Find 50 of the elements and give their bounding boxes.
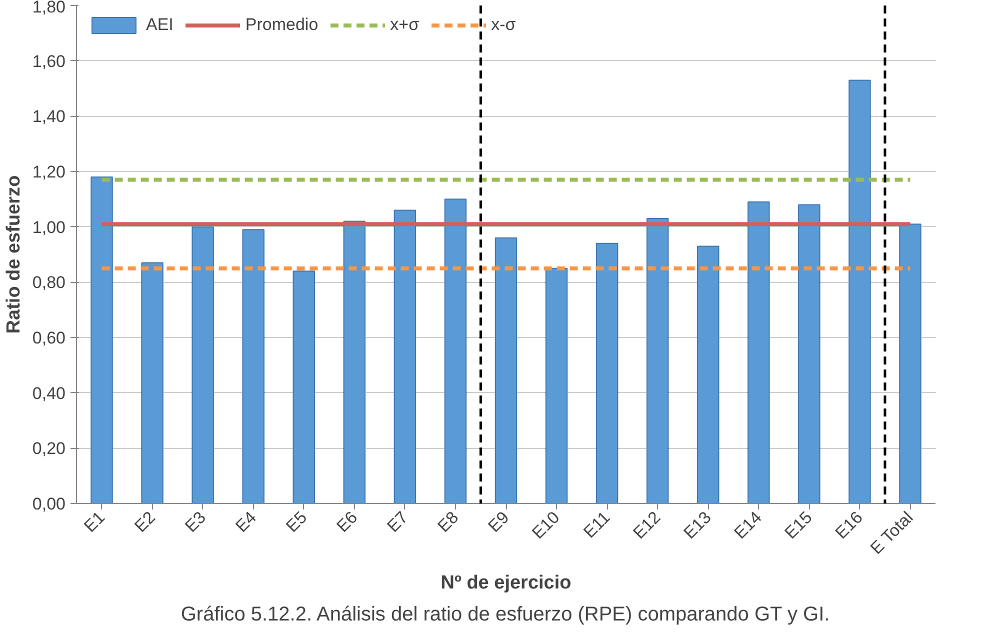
x-tick-label: E16	[832, 508, 866, 543]
bar	[596, 242, 618, 504]
bar	[343, 220, 366, 504]
y-tick-label: 0,20	[32, 439, 66, 458]
x-tick-label: E3	[181, 508, 210, 536]
x-tick-label: E12	[629, 508, 664, 543]
x-tick-label: E6	[332, 508, 362, 536]
x-tick-label: E14	[730, 508, 766, 543]
bar	[748, 201, 770, 504]
x-tick-label: E7	[384, 508, 412, 536]
bar	[242, 229, 264, 504]
text: Gráfico 5.12.2. Análisis del ratio de esfuerzo (RPE) comparando GT y GI.	[180, 604, 830, 626]
x-tick-label: E4	[232, 508, 260, 536]
x-tick-label: E13	[680, 508, 715, 543]
y-tick-label: 1,40	[32, 107, 66, 126]
x-axis-title: Nº de ejercicio	[440, 572, 572, 594]
x-tick-label: E2	[130, 508, 160, 536]
bar	[394, 210, 416, 504]
x-tick-label: E9	[484, 508, 513, 536]
bar	[545, 268, 568, 504]
bar	[444, 198, 467, 504]
y-axis-title: Ratio de esfuerzo	[3, 175, 24, 334]
bar	[899, 224, 922, 504]
bar	[192, 226, 214, 504]
bar	[798, 204, 820, 504]
y-tick-label: 1,80	[32, 0, 66, 16]
legend-label: x-σ	[491, 15, 516, 35]
x-tick-label: E1	[80, 508, 108, 536]
y-tick-label: 0,40	[32, 384, 66, 403]
bar	[292, 270, 315, 504]
legend-label: Promedio	[245, 15, 318, 35]
bar	[646, 218, 669, 504]
y-tick-label: 0,60	[32, 328, 66, 348]
x-tick-label: E8	[434, 508, 462, 536]
x-tick-label: E10	[528, 508, 564, 543]
x-tick-label: E5	[282, 508, 311, 536]
legend-label: AEI	[146, 15, 174, 35]
bar	[494, 237, 518, 504]
legend-label: x+σ	[390, 15, 420, 35]
y-tick-label: 0,00	[32, 494, 66, 514]
y-tick-label: 1,20	[32, 162, 66, 182]
y-tick-label: 1,60	[32, 52, 66, 71]
bar	[848, 80, 871, 504]
x-tick-label: E15	[781, 508, 816, 543]
bar	[697, 246, 720, 504]
y-tick-label: 1,00	[32, 218, 66, 237]
bar	[141, 262, 164, 504]
bar	[90, 176, 113, 504]
y-tick-label: 0,80	[32, 273, 66, 292]
x-tick-label: E11	[580, 508, 614, 542]
